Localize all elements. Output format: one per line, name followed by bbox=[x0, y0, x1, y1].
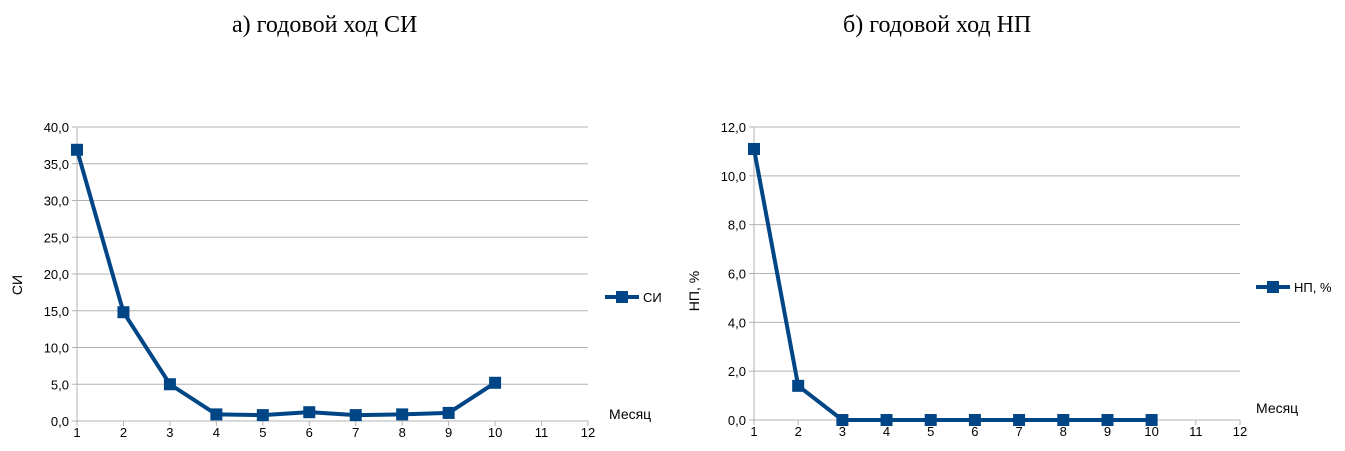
y-tick-label: 2,0 bbox=[728, 364, 746, 379]
data-point bbox=[968, 414, 981, 426]
x-tick-label: 12 bbox=[1233, 424, 1247, 439]
y-tick-label: 10,0 bbox=[44, 341, 69, 356]
x-tick-label: 2 bbox=[120, 425, 127, 440]
data-point bbox=[880, 414, 893, 426]
x-tick-label: 3 bbox=[839, 424, 846, 439]
data-point bbox=[442, 406, 455, 419]
x-tick-label: 3 bbox=[166, 425, 173, 440]
data-point bbox=[396, 408, 409, 421]
y-tick-label: 40,0 bbox=[44, 120, 69, 135]
data-point bbox=[748, 142, 760, 155]
y-tick-label: 0,0 bbox=[51, 414, 69, 429]
data-point bbox=[489, 376, 502, 389]
y-tick-label: 25,0 bbox=[44, 230, 69, 245]
data-point bbox=[349, 409, 362, 422]
legend-label: НП, % bbox=[1294, 280, 1332, 295]
x-tick-label: 12 bbox=[581, 425, 595, 440]
x-axis-label: Месяц bbox=[1256, 400, 1298, 416]
y-axis-label: СИ bbox=[9, 275, 25, 295]
y-tick-label: 35,0 bbox=[44, 157, 69, 172]
y-tick-label: 20,0 bbox=[44, 267, 69, 282]
x-tick-label: 8 bbox=[1060, 424, 1067, 439]
y-tick-label: 4,0 bbox=[728, 315, 746, 330]
x-tick-label: 9 bbox=[1104, 424, 1111, 439]
x-tick-label: 6 bbox=[306, 425, 313, 440]
data-point bbox=[792, 379, 805, 392]
data-point bbox=[1013, 414, 1026, 426]
data-point bbox=[303, 406, 316, 419]
x-tick-label: 4 bbox=[883, 424, 890, 439]
x-tick-label: 5 bbox=[927, 424, 934, 439]
x-tick-label: 7 bbox=[352, 425, 359, 440]
chart-a-caption: а) годовой ход СИ bbox=[232, 12, 418, 38]
data-point bbox=[836, 414, 849, 426]
x-tick-label: 11 bbox=[535, 425, 549, 440]
y-tick-label: 0,0 bbox=[728, 413, 746, 428]
x-tick-label: 6 bbox=[971, 424, 978, 439]
y-tick-label: 10,0 bbox=[721, 169, 746, 184]
data-point bbox=[117, 306, 130, 319]
data-point bbox=[71, 143, 83, 156]
x-tick-label: 5 bbox=[259, 425, 266, 440]
data-point bbox=[256, 409, 269, 422]
x-axis-label: Месяц bbox=[609, 406, 651, 422]
data-point bbox=[1101, 414, 1114, 426]
legend-marker bbox=[1267, 281, 1279, 293]
series-line bbox=[752, 148, 1152, 422]
y-tick-label: 15,0 bbox=[44, 304, 69, 319]
data-point bbox=[210, 408, 223, 421]
x-tick-label: 8 bbox=[399, 425, 406, 440]
y-tick-label: 5,0 bbox=[51, 377, 69, 392]
x-tick-label: 11 bbox=[1189, 424, 1203, 439]
chart-b-caption: б) годовой ход НП bbox=[843, 12, 1032, 38]
y-axis-label: НП, % bbox=[686, 271, 702, 311]
y-tick-label: 6,0 bbox=[728, 267, 746, 282]
legend-marker bbox=[616, 291, 628, 303]
legend-label: СИ bbox=[643, 290, 662, 305]
series-line bbox=[75, 149, 497, 418]
y-tick-label: 12,0 bbox=[721, 120, 746, 135]
data-point bbox=[1145, 414, 1158, 426]
x-tick-label: 9 bbox=[445, 425, 452, 440]
x-tick-label: 1 bbox=[750, 424, 757, 439]
x-tick-label: 7 bbox=[1015, 424, 1022, 439]
data-point bbox=[924, 414, 937, 426]
y-tick-label: 30,0 bbox=[44, 194, 69, 209]
data-point bbox=[163, 378, 176, 391]
y-tick-label: 8,0 bbox=[728, 218, 746, 233]
x-tick-label: 4 bbox=[213, 425, 220, 440]
x-tick-label: 1 bbox=[73, 425, 80, 440]
x-tick-label: 10 bbox=[1144, 424, 1158, 439]
x-tick-label: 2 bbox=[795, 424, 802, 439]
data-point bbox=[1057, 414, 1070, 426]
x-tick-label: 10 bbox=[488, 425, 502, 440]
